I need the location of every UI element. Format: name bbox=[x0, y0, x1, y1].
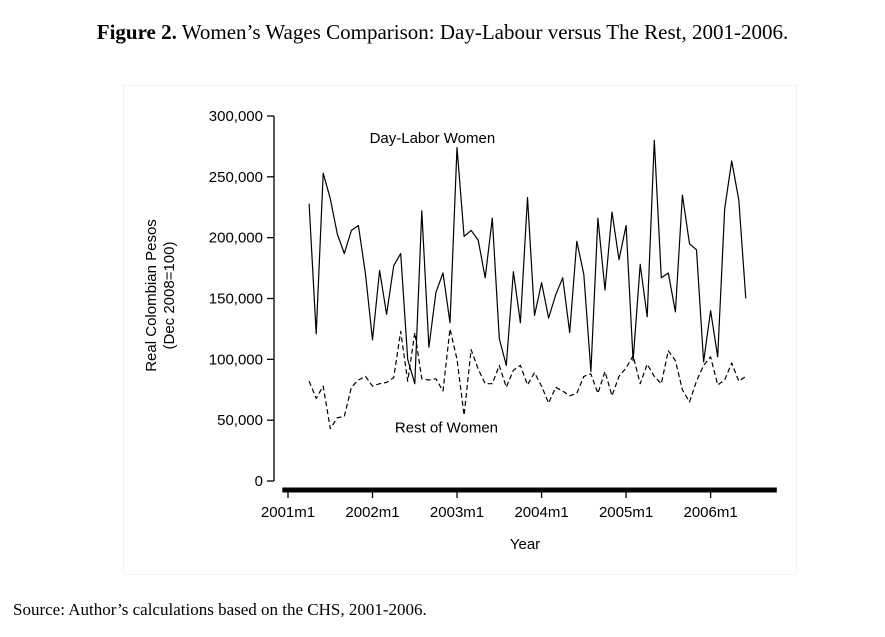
y-tick-label: 200,000 bbox=[209, 230, 263, 247]
y-axis-title-line1: Real Colombian Pesos bbox=[143, 219, 160, 372]
x-tick-label: 2006m1 bbox=[683, 504, 737, 521]
x-tick-label: 2003m1 bbox=[430, 504, 484, 521]
x-tick-label: 2004m1 bbox=[514, 504, 568, 521]
x-tick-label: 2005m1 bbox=[599, 504, 653, 521]
line-chart: 0 50,000 100,000 150,000 200,000 250,000 300,0… bbox=[143, 108, 777, 553]
y-tick-label: 0 bbox=[255, 473, 263, 490]
figure-title-text: Women’s Wages Comparison: Day-Labour ver… bbox=[181, 20, 789, 44]
source-note: Source: Author’s calculations based on t… bbox=[13, 600, 427, 619]
y-tick-label: 100,000 bbox=[209, 351, 263, 368]
series-label-rest-of-women: Rest of Women bbox=[395, 419, 498, 436]
series-line-day-labor-women bbox=[308, 139, 747, 385]
series-label-day-labor-women: Day-Labor Women bbox=[370, 130, 496, 147]
y-tick-label: 50,000 bbox=[217, 412, 263, 429]
x-tick-label: 2001m1 bbox=[261, 504, 315, 521]
x-tick-label: 2002m1 bbox=[345, 504, 399, 521]
series-line-rest-of-women bbox=[308, 328, 747, 430]
figure-label: Figure 2. bbox=[96, 20, 177, 44]
y-tick-label: 300,000 bbox=[209, 108, 263, 125]
y-axis-title-line2: (Dec 2008=100) bbox=[161, 242, 178, 350]
x-axis-title: Year bbox=[510, 536, 540, 553]
y-tick-label: 150,000 bbox=[209, 291, 263, 308]
figure-title: Figure 2. Women’s Wages Comparison: Day-… bbox=[0, 20, 885, 45]
chart-panel: 0 50,000 100,000 150,000 200,000 250,000 300,0… bbox=[124, 86, 796, 574]
y-tick-label: 250,000 bbox=[209, 169, 263, 186]
